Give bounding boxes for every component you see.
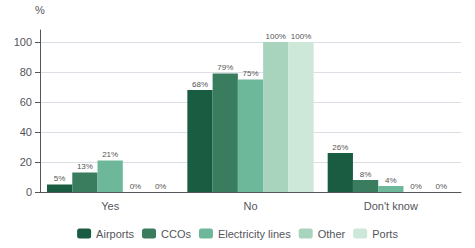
svg-text:0%: 0% xyxy=(410,182,422,191)
svg-text:%: % xyxy=(35,4,45,16)
svg-text:100%: 100% xyxy=(266,32,286,41)
svg-text:40: 40 xyxy=(20,126,32,138)
svg-text:68%: 68% xyxy=(192,80,208,89)
svg-text:20: 20 xyxy=(20,156,32,168)
svg-text:No: No xyxy=(243,200,257,212)
svg-text:100%: 100% xyxy=(291,32,311,41)
svg-text:100: 100 xyxy=(14,36,32,48)
svg-text:0%: 0% xyxy=(436,182,448,191)
svg-text:Don't know: Don't know xyxy=(364,200,418,212)
svg-text:0%: 0% xyxy=(130,182,142,191)
svg-text:CCOs: CCOs xyxy=(161,228,191,240)
svg-text:21%: 21% xyxy=(102,150,118,159)
svg-text:8%: 8% xyxy=(360,170,372,179)
svg-text:26%: 26% xyxy=(332,143,348,152)
svg-text:75%: 75% xyxy=(242,69,258,78)
svg-text:Airports: Airports xyxy=(96,228,134,240)
svg-text:Ports: Ports xyxy=(372,228,398,240)
svg-text:Electricity lines: Electricity lines xyxy=(218,228,291,240)
svg-text:79%: 79% xyxy=(217,63,233,72)
svg-text:5%: 5% xyxy=(54,174,66,183)
svg-text:0%: 0% xyxy=(155,182,167,191)
svg-text:Other: Other xyxy=(318,228,346,240)
svg-text:4%: 4% xyxy=(385,176,397,185)
svg-text:60: 60 xyxy=(20,96,32,108)
svg-text:80: 80 xyxy=(20,66,32,78)
svg-text:13%: 13% xyxy=(77,162,93,171)
svg-text:Yes: Yes xyxy=(101,200,119,212)
svg-text:0: 0 xyxy=(26,186,32,198)
